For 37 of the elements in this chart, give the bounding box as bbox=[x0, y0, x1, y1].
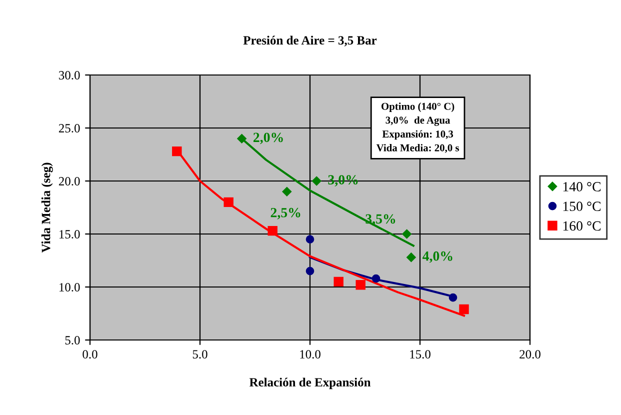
x-tick-label: 5.0 bbox=[192, 350, 208, 359]
point bbox=[237, 134, 246, 144]
point bbox=[224, 197, 234, 208]
y-tick-label: 15.0 bbox=[60, 230, 80, 239]
legend-label: 150 °C bbox=[563, 202, 601, 212]
y-tick-label: 25.0 bbox=[58, 124, 80, 133]
x-tick-label: 15.0 bbox=[410, 350, 430, 359]
x-tick-label: 20.0 bbox=[520, 350, 540, 359]
x-tick-label: 10.0 bbox=[300, 350, 320, 359]
x-axis-title: Relación de Expansión bbox=[249, 378, 371, 390]
point bbox=[406, 252, 416, 262]
point bbox=[356, 280, 366, 290]
annotation: 2,5% bbox=[270, 208, 300, 220]
point bbox=[459, 304, 469, 314]
x-tick-label: 0.0 bbox=[82, 350, 98, 359]
point bbox=[334, 276, 344, 287]
annotation: 3,5% bbox=[366, 214, 396, 226]
legend-label: 160 °C bbox=[563, 221, 601, 231]
y-tick-label: 20.0 bbox=[58, 177, 80, 186]
y-tick-label: 5.0 bbox=[65, 336, 80, 345]
annotation: 2,0% bbox=[253, 132, 283, 144]
annotation: Optimo (140° C) 3,0% de Agua Expansión: 10,3 Vida Media: 20,0 s bbox=[376, 102, 460, 153]
point bbox=[306, 235, 314, 244]
point bbox=[402, 229, 412, 239]
point bbox=[172, 146, 182, 156]
point bbox=[372, 274, 380, 283]
y-tick-label: 30.0 bbox=[59, 71, 80, 80]
point bbox=[268, 226, 278, 236]
y-axis-title: Vida Media (seg) bbox=[41, 162, 53, 253]
point bbox=[306, 266, 314, 276]
y-tick-label: 10.0 bbox=[60, 283, 80, 292]
point bbox=[282, 186, 292, 196]
chart-title: Presión de Aire = 3,5 Bar bbox=[243, 36, 377, 46]
point bbox=[312, 176, 322, 186]
point bbox=[448, 293, 458, 302]
legend-label: 140 °C bbox=[563, 182, 601, 192]
annotation: 4,0% bbox=[422, 251, 452, 263]
